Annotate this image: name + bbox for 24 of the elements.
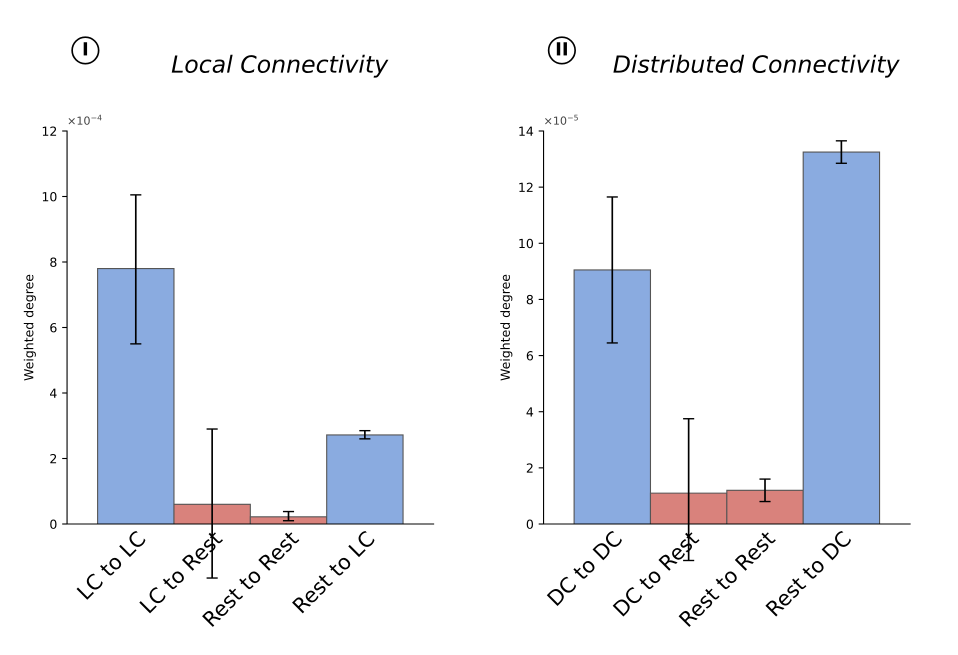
y-tick-label: 10: [519, 238, 534, 248]
y-tick-label: 6: [526, 351, 534, 360]
chart-title: Distributed Connectivity: [613, 54, 900, 78]
x-tick-label: LC to LC: [76, 530, 146, 600]
y-tick-label: 4: [526, 407, 534, 416]
text: ×10$^{−4}$: [68, 114, 102, 125]
y-tick-label: 0: [526, 519, 534, 529]
y-axis-title: Weighted degree: [500, 274, 512, 381]
y-tick-label: 6: [50, 322, 57, 332]
y-tick-label: 12: [42, 126, 56, 136]
text: ×10$^{−5}$: [545, 114, 578, 125]
text: I: [84, 42, 88, 56]
y-tick-label: 8: [50, 257, 56, 267]
text: II: [556, 42, 567, 56]
chart-title: Local Connectivity: [172, 54, 388, 78]
y-tick-label: 2: [50, 454, 56, 464]
y-tick-label: 14: [519, 126, 534, 136]
y-tick-label: 4: [50, 388, 57, 398]
y-tick-label: 2: [526, 463, 533, 473]
y-tick-label: 0: [50, 519, 57, 529]
y-tick-label: 10: [42, 192, 57, 202]
y-tick-label: 8: [526, 294, 533, 304]
y-tick-label: 12: [519, 182, 533, 192]
y-axis-title: Weighted degree: [24, 274, 36, 381]
